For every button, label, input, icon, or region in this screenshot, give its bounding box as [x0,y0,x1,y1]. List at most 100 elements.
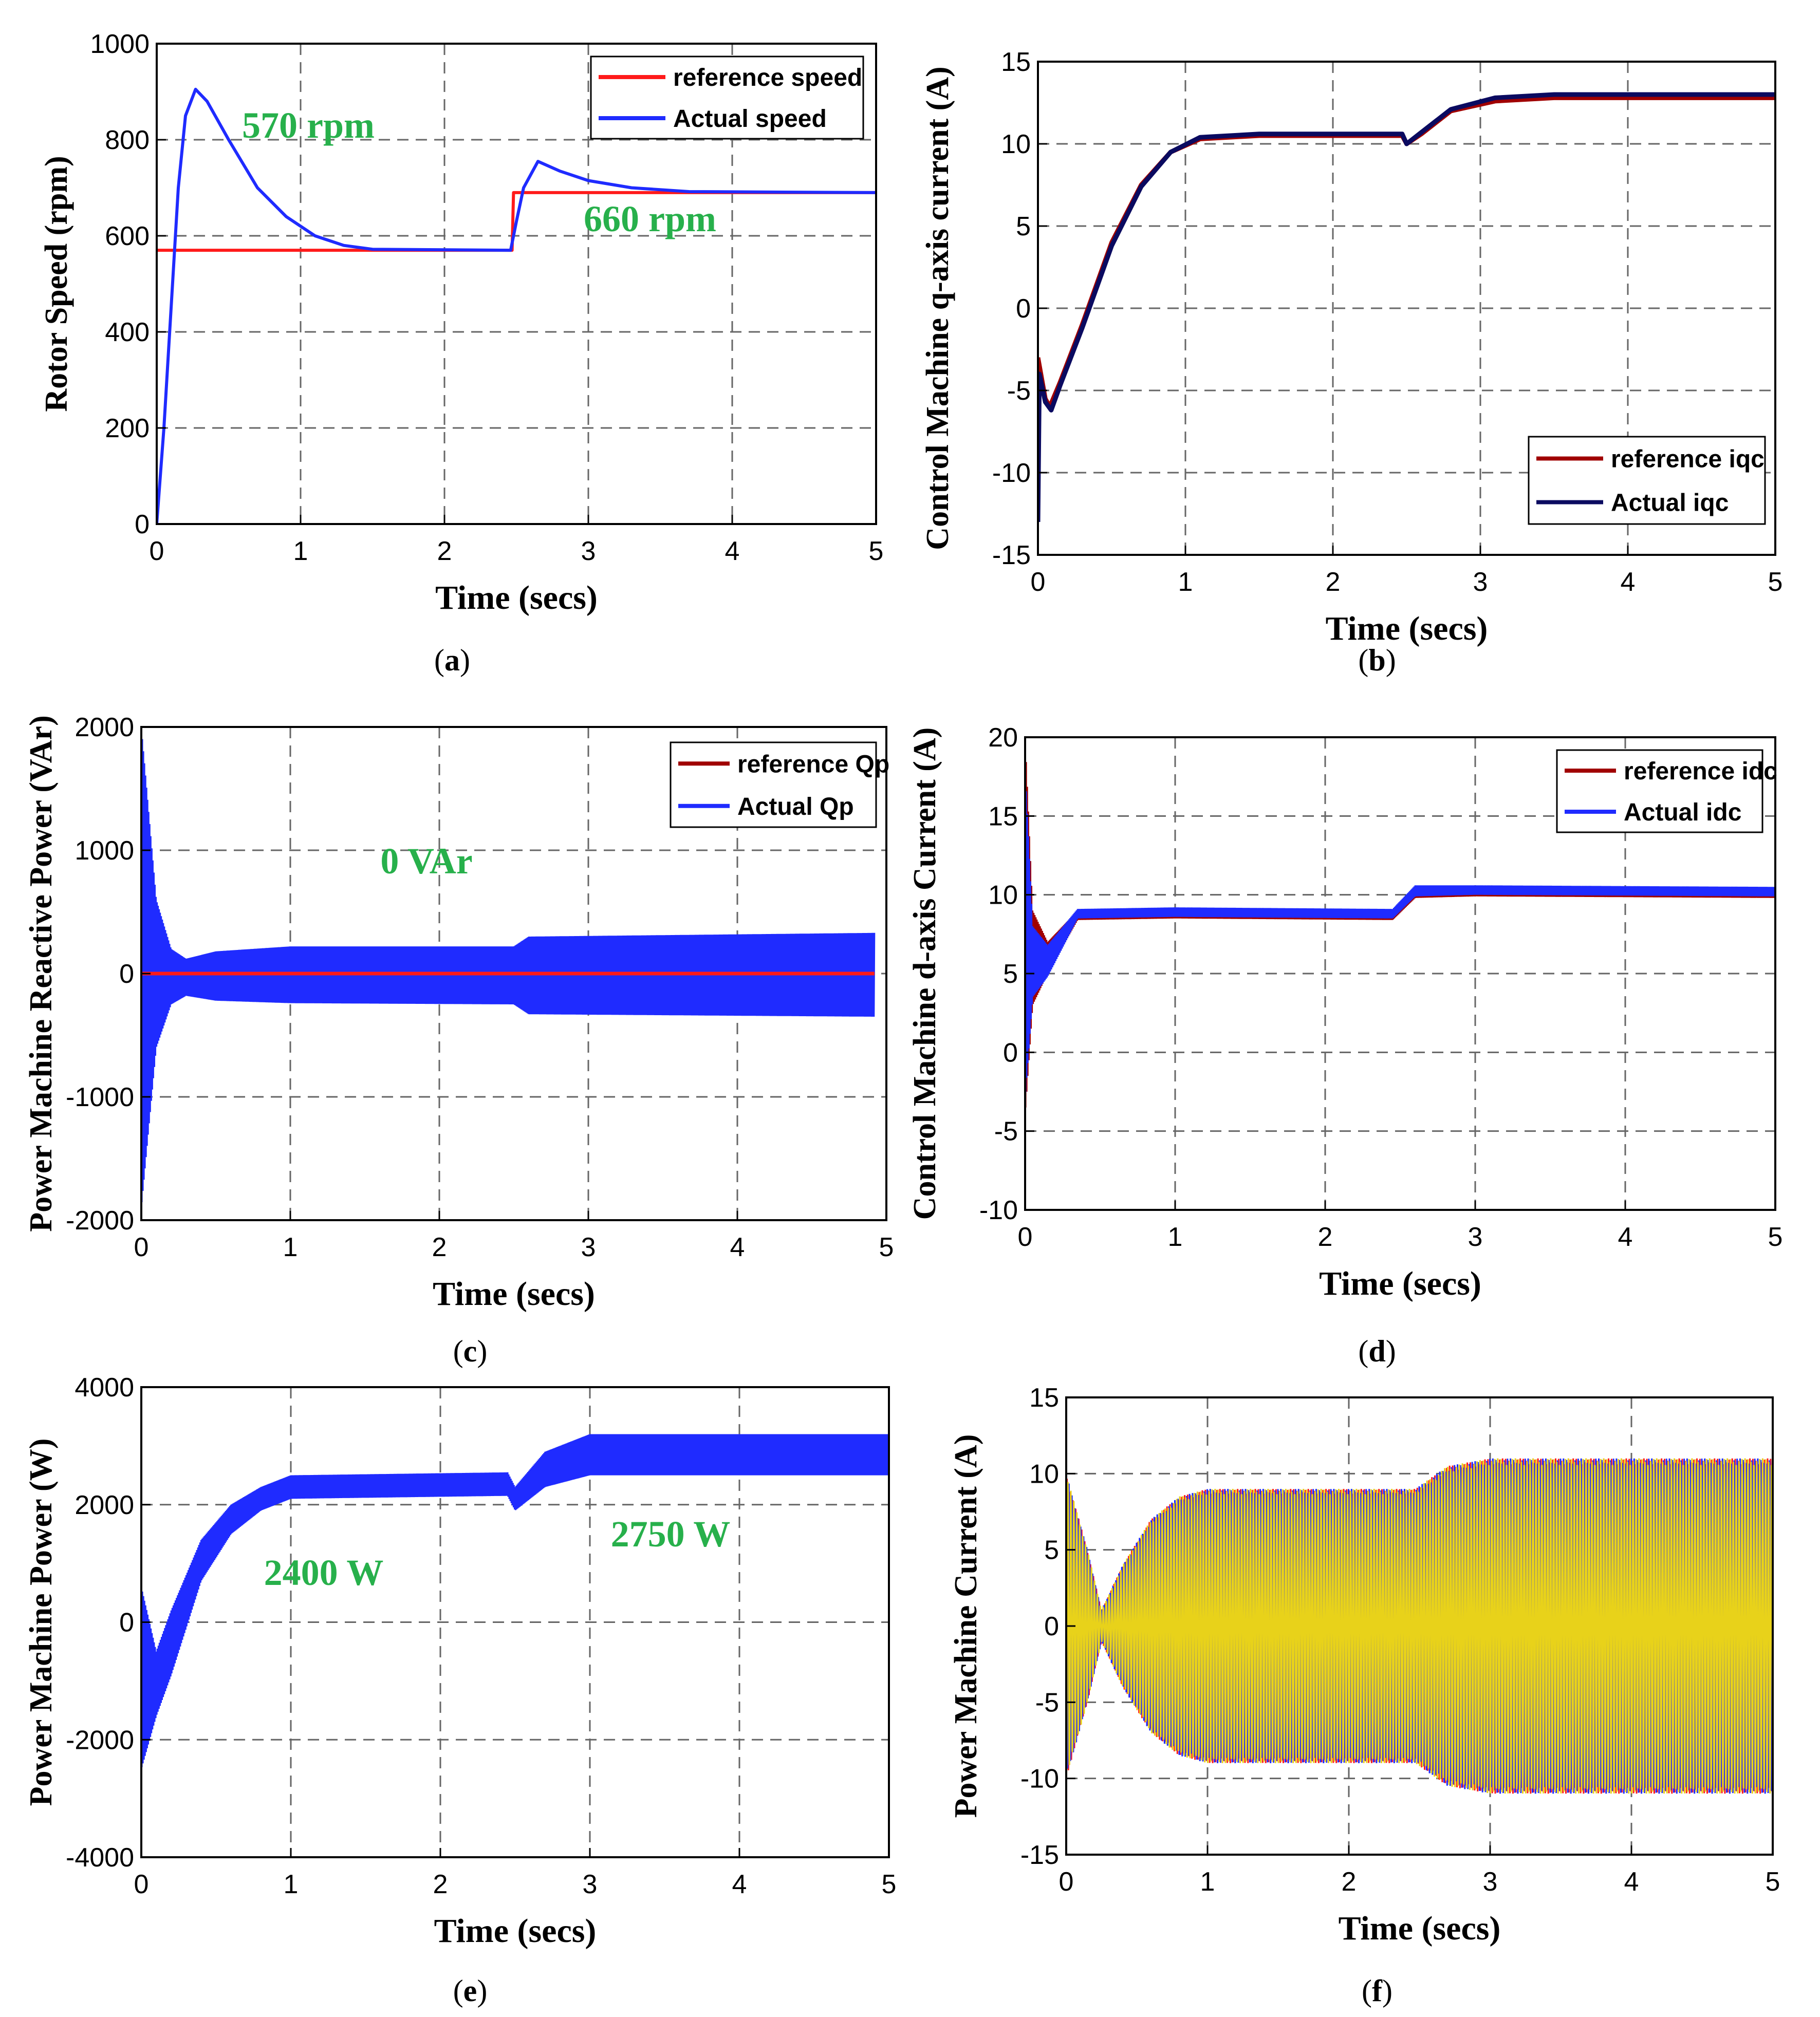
x-axis-label: Time (secs) [1339,1910,1501,1947]
legend: reference idc Actual idc [1556,749,1777,833]
y-tick-label: 400 [105,318,150,347]
caption-close-paren: ) [1386,643,1396,677]
x-tick-label: 5 [1766,1867,1780,1897]
value-annotation: 2400 W [264,1552,384,1593]
caption-letter: a [444,643,460,677]
chart-c: 0 1 2 3 4 5 -2000 -1000 0 1000 2000 Time (secs) Powe… [24,713,894,1368]
y-tick-label: 15 [988,801,1018,831]
value-annotation: 0 VAr [380,841,472,882]
series-line-2 [1066,1458,1773,1794]
y-tick-label: 0 [1044,1612,1059,1641]
y-tick-label: -5 [1035,1688,1059,1717]
legend-label: reference iqc [1611,446,1765,473]
x-tick-label: 3 [1468,1222,1483,1252]
y-tick-label: -1000 [66,1082,134,1112]
x-tick-label: 5 [1768,1222,1783,1252]
x-tick-label: 2 [433,1870,448,1899]
panel-caption: (b) [1358,643,1396,677]
legend-label: Actual speed [673,105,827,133]
x-tick-label: 4 [1624,1867,1639,1897]
x-tick-label: 0 [1031,567,1046,597]
value-annotation: 570 rpm [242,105,375,146]
x-tick-label: 0 [134,1870,149,1899]
x-tick-label: 1 [293,536,308,566]
x-tick-label: 3 [583,1870,598,1899]
x-tick-label: 5 [879,1232,894,1262]
series-group [141,727,876,1203]
x-axis-label: Time (secs) [1326,610,1488,647]
y-tick-label: 0 [1016,294,1031,324]
x-tick-label: 4 [725,536,740,566]
grid [1025,737,1775,1210]
y-tick-label: 1000 [90,29,150,59]
legend-label: reference speed [673,64,862,91]
x-tick-label: 2 [1342,1867,1357,1897]
series-line-2 [141,727,876,1203]
value-annotation: 2750 W [611,1514,731,1555]
x-tick-label: 4 [1618,1222,1633,1252]
x-tick-label: 4 [730,1232,745,1262]
y-tick-label: 2000 [75,713,134,742]
y-tick-label: 5 [1044,1536,1059,1565]
y-tick-label: 0 [135,510,150,539]
series-group [141,1434,889,1767]
y-axis-label: Power Machine Current (A) [949,1434,983,1818]
panel-caption: (e) [453,1974,488,2008]
y-tick-label: 1000 [75,836,134,866]
x-tick-label: 1 [1178,567,1193,597]
series-line-1 [141,1434,889,1767]
chart-a: 0 1 2 3 4 5 0 200 400 600 800 1000 Time (secs) Rotor … [39,29,883,677]
legend-label: reference Qp [737,751,889,778]
series-group [1025,737,1775,1108]
y-tick-label: 0 [119,959,134,989]
x-tick-label: 2 [432,1232,447,1262]
legend-label: Actual idc [1624,799,1741,826]
legend-box [590,55,864,140]
legend-box [1556,749,1763,833]
x-tick-label: 2 [1326,567,1341,597]
x-tick-label: 0 [1018,1222,1033,1252]
caption-letter: b [1368,643,1385,677]
legend-label: Actual Qp [737,793,854,820]
x-tick-label: 4 [732,1870,747,1899]
x-tick-label: 0 [134,1232,149,1262]
y-tick-label: 2000 [75,1490,134,1520]
caption-close-paren: ) [477,1974,487,2008]
y-tick-label: 5 [1016,212,1031,241]
x-tick-label: 1 [1200,1867,1215,1897]
x-axis-label: Time (secs) [435,579,598,617]
y-tick-label: 20 [988,723,1018,753]
panel-caption: (d) [1358,1334,1396,1368]
caption-open-paren: ( [1362,1974,1372,2008]
caption-letter: f [1372,1974,1383,2008]
legend: reference speed Actual speed [590,55,864,140]
legend-box [1528,436,1766,525]
chart-e: 0 1 2 3 4 5 -4000 -2000 0 2000 4000 Time (secs) Powe… [24,1373,896,2008]
panel-caption: (c) [453,1334,488,1368]
caption-open-paren: ( [453,1334,463,1368]
caption-open-paren: ( [453,1974,463,2008]
x-tick-label: 3 [581,1232,596,1262]
x-axis-label: Time (secs) [433,1275,595,1313]
caption-close-paren: ) [1382,1974,1392,2008]
y-axis-label: Control Machine q-axis current (A) [920,66,955,550]
y-axis-label: Rotor Speed (rpm) [39,156,74,412]
y-tick-label: -2000 [66,1206,134,1236]
x-tick-label: 4 [1621,567,1636,597]
x-axis-label: Time (secs) [434,1912,597,1950]
series-group [1038,92,1775,522]
y-axis-label: Power Machine Power (W) [24,1439,59,1806]
y-tick-label: 15 [1029,1383,1059,1413]
y-tick-label: 600 [105,221,150,251]
x-tick-label: 3 [1473,567,1488,597]
caption-open-paren: ( [1358,643,1368,677]
caption-letter: c [463,1334,477,1368]
x-tick-label: 5 [882,1870,897,1899]
plot-frame [156,43,877,525]
chart-f: 0 1 2 3 4 5 -15 -10 -5 0 5 10 15 Time (secs) Power Mac… [949,1383,1780,2008]
chart-d: 0 1 2 3 4 5 -10 -5 0 5 10 15 20 Time (secs) Control Ma… [907,723,1782,1368]
x-tick-label: 5 [869,536,884,566]
x-tick-label: 3 [1483,1867,1498,1897]
y-tick-label: 10 [1029,1459,1059,1489]
